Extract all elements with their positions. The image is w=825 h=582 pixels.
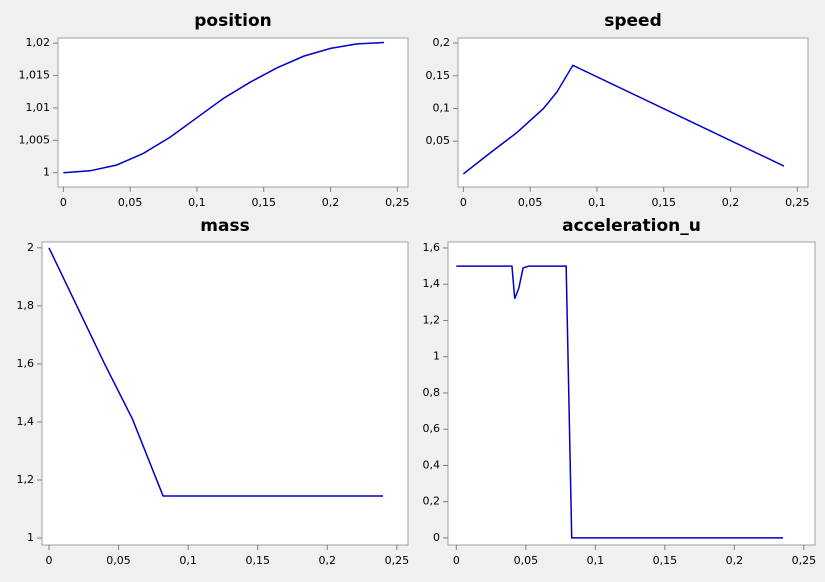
- plot-area: [457, 37, 809, 188]
- data-line: [462, 64, 785, 175]
- y-tick-label: 0,1: [433, 101, 451, 114]
- y-tick-label: 1: [27, 531, 34, 544]
- y-tick-label: 0,8: [423, 386, 441, 399]
- y-tick-label: 1,2: [17, 473, 35, 486]
- x-tick-label: 0: [60, 196, 67, 209]
- x-tick-label: 0,05: [518, 196, 543, 209]
- y-tick-label: 1,02: [26, 36, 51, 49]
- y-tick-label: 2: [27, 241, 34, 254]
- x-tick-label: 0,05: [118, 196, 143, 209]
- y-tick-label: 0,6: [423, 422, 441, 435]
- x-tick-label: 0,25: [792, 554, 817, 567]
- x-tick-label: 0,1: [588, 196, 606, 209]
- data-line: [63, 41, 384, 174]
- x-tick-label: 0,05: [514, 554, 539, 567]
- y-tick-label: 1,015: [19, 69, 51, 82]
- x-tick-label: 0,25: [385, 554, 410, 567]
- y-tick-label: 0: [433, 531, 440, 544]
- x-tick-label: 0,1: [179, 554, 197, 567]
- x-tick-label: 0: [453, 554, 460, 567]
- data-line: [456, 265, 784, 539]
- chart-title: acceleration_u: [562, 216, 701, 236]
- x-tick-label: 0,15: [245, 554, 270, 567]
- x-tick-label: 0,25: [385, 196, 410, 209]
- plot-area: [57, 37, 409, 188]
- x-tick-label: 0,1: [587, 554, 605, 567]
- y-tick-label: 1: [43, 166, 50, 179]
- x-tick-label: 0,2: [726, 554, 744, 567]
- y-tick-label: 1,4: [17, 415, 35, 428]
- x-tick-label: 0: [460, 196, 467, 209]
- x-tick-label: 0,15: [651, 196, 676, 209]
- x-tick-label: 0: [45, 554, 52, 567]
- chart-title: mass: [200, 216, 249, 236]
- x-tick-label: 0,2: [722, 196, 740, 209]
- x-tick-label: 0,1: [188, 196, 206, 209]
- y-tick-label: 1,005: [19, 133, 51, 146]
- y-tick-label: 0,2: [423, 495, 441, 508]
- y-tick-label: 0,4: [423, 458, 441, 471]
- chart-title: speed: [604, 11, 662, 31]
- y-tick-label: 1: [433, 350, 440, 363]
- plot-area: [447, 241, 816, 546]
- plot-area: [41, 241, 409, 546]
- x-tick-label: 0,2: [322, 196, 340, 209]
- y-tick-label: 0,15: [426, 69, 451, 82]
- y-tick-label: 0,05: [426, 134, 451, 147]
- data-line: [48, 247, 383, 497]
- y-tick-label: 0,2: [433, 36, 451, 49]
- y-tick-label: 1,6: [17, 357, 35, 370]
- chart-title: position: [194, 11, 272, 31]
- y-tick-label: 1,8: [17, 299, 35, 312]
- y-tick-label: 1,6: [423, 241, 441, 254]
- y-tick-label: 1,2: [423, 313, 441, 326]
- y-tick-label: 1,01: [26, 101, 51, 114]
- x-tick-label: 0,25: [785, 196, 810, 209]
- x-tick-label: 0,15: [653, 554, 678, 567]
- x-tick-label: 0,15: [251, 196, 276, 209]
- x-tick-label: 0,05: [106, 554, 131, 567]
- x-tick-label: 0,2: [319, 554, 337, 567]
- y-tick-label: 1,4: [423, 277, 441, 290]
